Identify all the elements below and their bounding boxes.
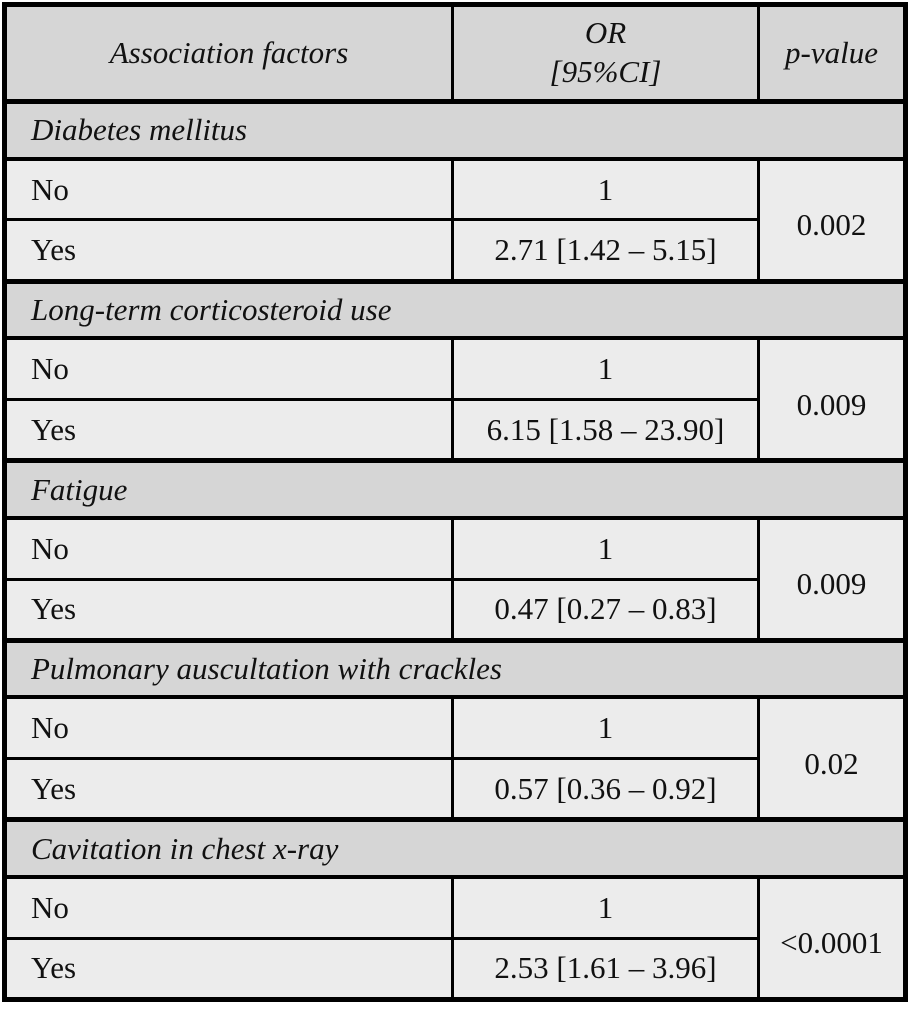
section-row-pulmonary-auscultation-with-crackles: Pulmonary auscultation with crackles [3, 637, 907, 700]
row-label: No [3, 875, 454, 940]
table-row: No 1 0.009 [3, 516, 907, 642]
or-value: 0.57 [0.36 – 0.92] [451, 757, 760, 822]
section-row-cavitation-in-chest-x-ray: Cavitation in chest x-ray [3, 817, 907, 879]
or-value: 1 [451, 695, 760, 761]
header-association-factors: Association factors [3, 2, 454, 105]
or-value: 6.15 [1.58 – 23.90] [451, 397, 760, 463]
section-row-fatigue: Fatigue [3, 458, 907, 520]
section-title: Fatigue [3, 458, 907, 520]
section-title: Diabetes mellitus [3, 99, 907, 161]
table-row: Yes 0.47 [0.27 – 0.83] [3, 577, 906, 642]
or-value: 1 [451, 336, 760, 401]
section-row-long-term-corticosteroid-use: Long-term corticosteroid use [3, 278, 907, 341]
table-row: No 1 0.002 [3, 157, 907, 283]
row-label: Yes [3, 757, 454, 822]
table-row: Yes 6.15 [1.58 – 23.90] [3, 397, 906, 463]
row-label: Yes [3, 397, 454, 463]
or-value: 1 [451, 875, 760, 940]
or-value: 1 [451, 516, 760, 581]
table-row: Yes 0.57 [0.36 – 0.92] [3, 757, 906, 822]
row-label: No [3, 157, 454, 222]
section-title: Cavitation in chest x-ray [3, 817, 907, 879]
row-label: Yes [3, 218, 454, 283]
table-row: No 1 0.009 [3, 336, 907, 463]
row-label: No [3, 516, 454, 581]
p-value: 0.02 [757, 695, 907, 822]
header-or-line1: OR [584, 15, 627, 51]
or-value: 0.47 [0.27 – 0.83] [451, 577, 760, 642]
table-header-row: Association factors OR [95%CI] p-value [3, 2, 907, 105]
row-label: No [3, 695, 454, 761]
row-label: No [3, 336, 454, 401]
row-label: Yes [3, 577, 454, 642]
p-value: 0.009 [757, 336, 907, 463]
or-value: 2.53 [1.61 – 3.96] [451, 936, 760, 1002]
section-row-diabetes-mellitus: Diabetes mellitus [3, 99, 907, 161]
p-value: 0.002 [757, 157, 907, 283]
header-or-line2: [95%CI] [549, 54, 662, 90]
or-value: 1 [451, 157, 760, 222]
table-row: No 1 <0.0001 [3, 875, 907, 1001]
header-p-value: p-value [757, 2, 907, 105]
table-row: No 1 0.02 [3, 695, 907, 822]
section-title: Pulmonary auscultation with crackles [3, 637, 907, 700]
table-row: Yes 2.71 [1.42 – 5.15] [3, 218, 906, 283]
section-title: Long-term corticosteroid use [3, 278, 907, 341]
or-value: 2.71 [1.42 – 5.15] [451, 218, 760, 283]
p-value: 0.009 [757, 516, 907, 642]
table-row: Yes 2.53 [1.61 – 3.96] [3, 936, 906, 1002]
header-or-ci: OR [95%CI] [451, 2, 760, 105]
association-factors-table: Association factors OR [95%CI] p-value D… [2, 2, 908, 1002]
p-value: <0.0001 [757, 875, 907, 1001]
row-label: Yes [3, 936, 454, 1002]
